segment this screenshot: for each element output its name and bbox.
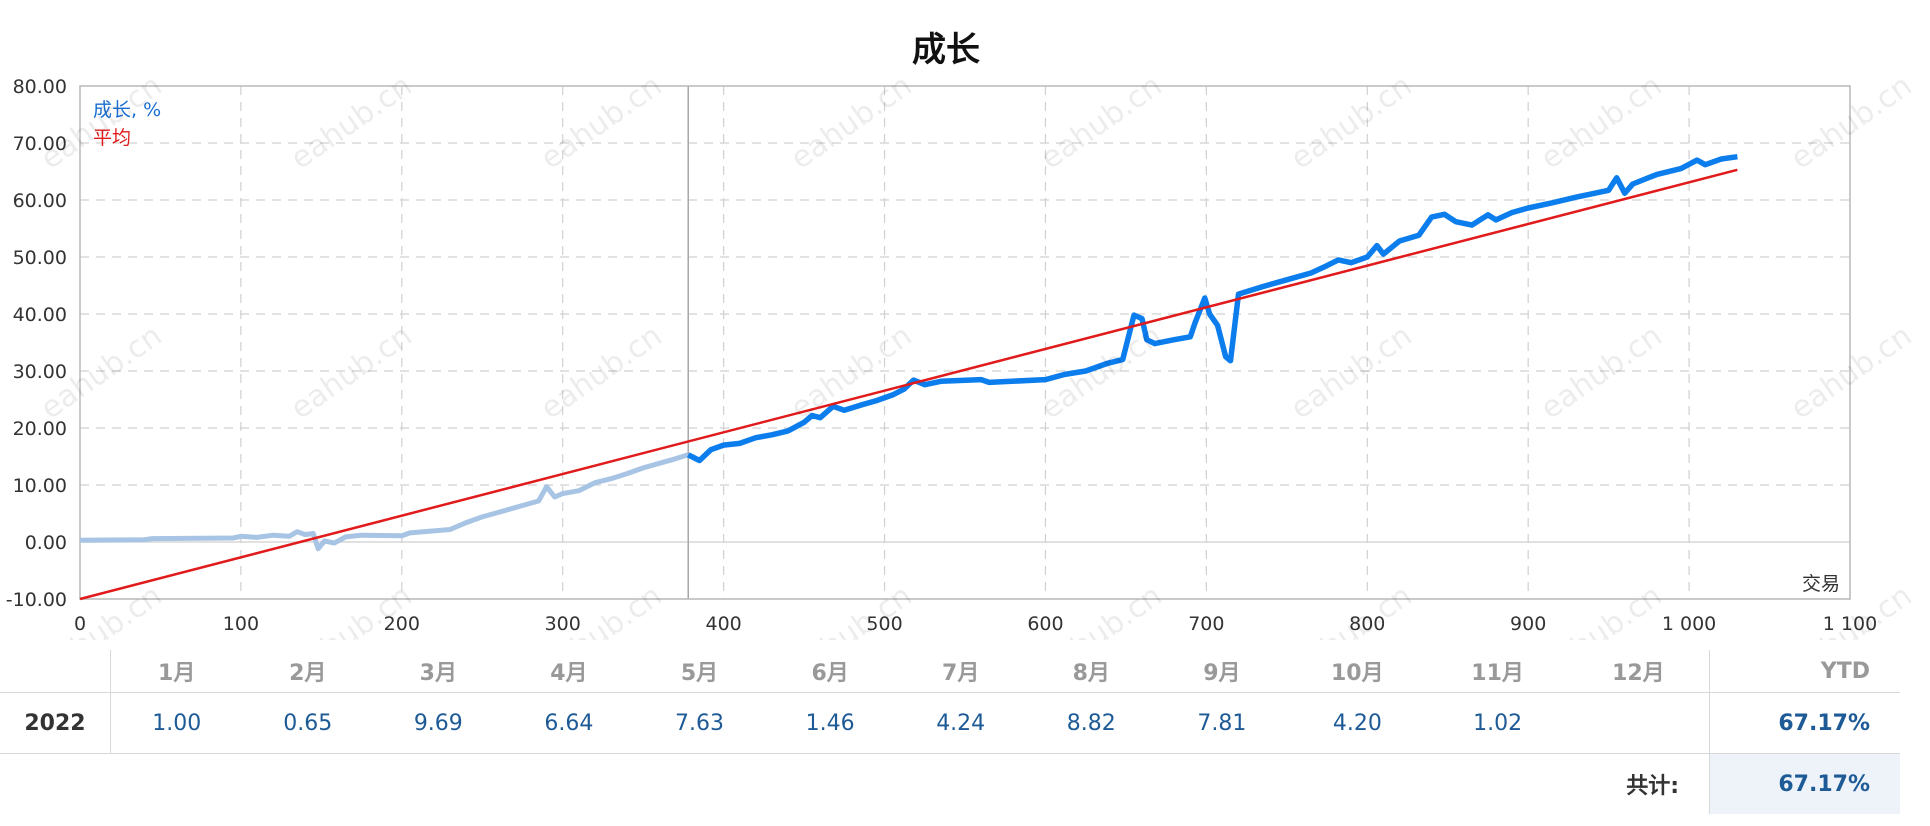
watermark-text: eahub.cn (1285, 318, 1419, 426)
y-tick-label: -10.00 (6, 589, 67, 611)
x-tick-label: 900 (1510, 613, 1546, 635)
chart-lines (79, 153, 1738, 601)
watermark-text: eahub.cn (285, 318, 419, 426)
corner-cell (0, 650, 111, 693)
watermark-text: eahub.cn (1285, 68, 1419, 176)
watermark-text: eahub.cn (1535, 318, 1669, 426)
month-header-row: 1月 2月 3月 4月 5月 6月 7月 8月 9月 10月 11月 12月 YTD (0, 650, 1900, 693)
average-line (79, 168, 1738, 601)
month-header: 11月 (1427, 650, 1568, 693)
x-tick-label: 700 (1188, 613, 1224, 635)
x-tick-label: 300 (545, 613, 581, 635)
month-header: 4月 (503, 650, 635, 693)
ytd-value: 67.17% (1709, 692, 1900, 754)
y-tick-label: 0.00 (25, 532, 67, 554)
x-tick-label: 200 (384, 613, 420, 635)
chart-grid (80, 86, 1850, 599)
x-tick-label: 800 (1349, 613, 1385, 635)
x-tick-label: 400 (706, 613, 742, 635)
y-tick-label: 70.00 (13, 133, 67, 155)
month-value (1567, 692, 1710, 754)
total-value: 67.17% (1709, 753, 1900, 814)
monthly-returns-table: 1月 2月 3月 4月 5月 6月 7月 8月 9月 10月 11月 12月 YTD 2022 1.00 0… (0, 650, 1900, 826)
watermark-text: eahub.cn (535, 68, 669, 176)
month-header: 5月 (634, 650, 765, 693)
watermark-text: eahub.cn (1535, 578, 1669, 640)
y-tick-label: 80.00 (13, 76, 67, 98)
watermark-text: eahub.cn (1785, 68, 1919, 176)
month-value: 4.20 (1287, 692, 1428, 754)
plot-frame (79, 85, 1851, 600)
month-header: 3月 (373, 650, 504, 693)
growth-chart: 成长 -10.00 0.00 10.00 20.00 30.00 40.00 50.00 60… (6, 30, 1919, 640)
month-value: 0.65 (242, 692, 374, 754)
chart-axes (79, 85, 1851, 600)
watermark-text: eahub.cn (785, 68, 919, 176)
legend-average: 平均 (93, 127, 131, 149)
month-header: 6月 (764, 650, 896, 693)
watermark-text: eahub.cn (1785, 318, 1919, 426)
y-tick-label: 50.00 (13, 247, 67, 269)
growth-line (686, 153, 1738, 464)
x-axis-note: 交易 (1802, 573, 1840, 595)
total-row: 共计: 67.17% (0, 753, 1900, 814)
month-body: 2022 1.00 0.65 9.69 6.64 7.63 1.46 4.24 8.82 7.81… (0, 692, 1900, 754)
month-value: 1.02 (1427, 692, 1568, 754)
month-header: 9月 (1156, 650, 1288, 693)
watermark-text: eahub.cn (285, 68, 419, 176)
x-tick-label: 500 (866, 613, 902, 635)
month-header: 7月 (895, 650, 1026, 693)
month-value: 1.46 (764, 692, 896, 754)
y-tick-label: 60.00 (13, 190, 67, 212)
watermark-text: eahub.cn (1035, 68, 1169, 176)
x-tick-label: 100 (223, 613, 259, 635)
x-tick-label: 0 (74, 613, 86, 635)
month-value: 7.63 (634, 692, 765, 754)
watermarks: eahub.cn eahub.cn eahub.cn eahub.cn eahub.cn… (35, 68, 1919, 640)
growth-history-line (79, 452, 689, 552)
year-cell: 2022 (0, 692, 111, 754)
month-value: 4.24 (895, 692, 1026, 754)
month-value: 9.69 (373, 692, 504, 754)
x-tick-label: 600 (1027, 613, 1063, 635)
month-header: 12月 (1567, 650, 1710, 693)
monthly-table: 1月 2月 3月 4月 5月 6月 7月 8月 9月 10月 11月 12月 YTD 2022 1.00 0… (0, 650, 1900, 814)
month-header: 2月 (242, 650, 374, 693)
month-header: 8月 (1025, 650, 1157, 693)
month-value: 7.81 (1156, 692, 1288, 754)
y-tick-label: 30.00 (13, 361, 67, 383)
month-header: 1月 (110, 650, 243, 693)
year-row: 2022 1.00 0.65 9.69 6.64 7.63 1.46 4.24 8.82 7.81… (0, 692, 1900, 754)
chart-legend: 成长, % 平均 (93, 99, 161, 149)
watermark-text: eahub.cn (1535, 68, 1669, 176)
watermark-text: eahub.cn (535, 318, 669, 426)
month-value: 6.64 (503, 692, 635, 754)
x-tick-label: 1 100 (1823, 613, 1877, 635)
watermark-text: eahub.cn (1285, 578, 1419, 640)
y-tick-label: 20.00 (13, 418, 67, 440)
y-tick-label: 10.00 (13, 475, 67, 497)
month-value: 8.82 (1025, 692, 1157, 754)
x-tick-label: 1 000 (1662, 613, 1716, 635)
legend-growth: 成长, % (93, 99, 161, 121)
total-label: 共计: (1626, 774, 1679, 799)
month-header: 10月 (1287, 650, 1428, 693)
chart-ticks: -10.00 0.00 10.00 20.00 30.00 40.00 50.00 60.00… (6, 76, 1877, 635)
chart-title: 成长 (912, 30, 980, 70)
ytd-header: YTD (1709, 650, 1900, 693)
month-value: 1.00 (110, 692, 243, 754)
y-tick-label: 40.00 (13, 304, 67, 326)
